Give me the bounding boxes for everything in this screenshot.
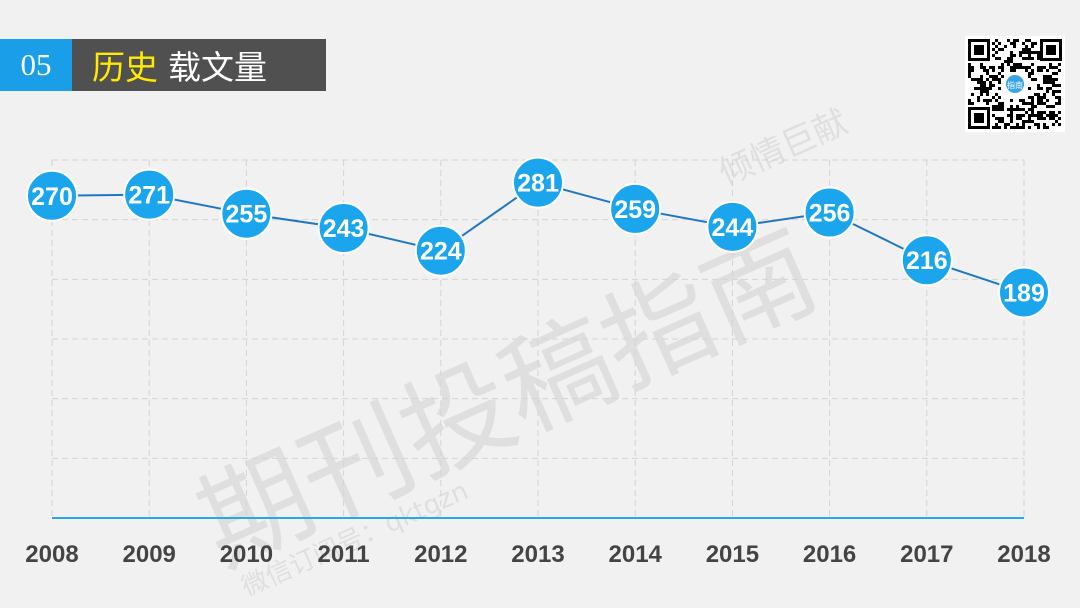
data-marker [900,234,953,287]
data-marker [123,168,176,221]
qr-center-label: 指南 [1007,80,1023,90]
data-label: 270 [31,183,73,211]
x-tick-label: 2015 [706,541,759,568]
data-point: 216 [900,234,953,287]
section-title: 历史 载文量 [72,39,326,91]
data-point: 256 [803,186,856,239]
data-marker [512,156,564,209]
data-point: 243 [317,202,370,255]
data-marker [26,169,78,222]
qr-code-icon: 指南 [965,36,1065,132]
x-tick-label: 2014 [609,541,663,568]
data-label: 259 [614,196,656,224]
data-label: 189 [1003,279,1045,307]
x-tick-label: 2012 [414,541,467,568]
data-point: 259 [609,182,662,235]
data-label: 216 [906,247,948,275]
data-point: 244 [706,200,759,253]
data-marker [803,186,856,239]
data-label: 244 [712,214,754,242]
x-tick-label: 2016 [803,541,856,568]
section-header: 05 历史 载文量 [0,39,326,91]
x-tick-label: 2010 [220,541,273,568]
x-tick-label: 2008 [25,541,78,568]
data-marker [317,202,370,255]
data-marker [414,224,467,277]
qr-modules [968,39,1061,129]
x-tick-labels: 2008 2009 2010 2011 2012 2013 2014 2015 2016 2017… [25,541,1050,568]
data-label: 256 [809,200,851,228]
x-tick-label: 2009 [123,541,176,568]
data-label: 224 [420,238,462,266]
data-point: 189 [998,266,1050,319]
title-rest: 载文量 [168,48,267,87]
data-label: 281 [517,170,559,198]
data-point: 270 [26,169,78,222]
data-label: 243 [323,215,365,243]
title-highlight: 历史 [92,48,158,87]
data-point: 224 [414,224,467,277]
data-point: 255 [220,187,273,240]
data-point: 271 [123,168,176,221]
data-marker [706,200,759,253]
data-label: 271 [128,182,170,210]
data-label: 255 [226,201,268,229]
x-tick-label: 2011 [318,541,370,568]
section-number: 05 [0,39,72,91]
data-marker [609,182,662,235]
x-tick-label: 2017 [900,541,953,568]
data-point: 281 [512,156,564,209]
data-points: 270 271 255 243 224 281 259 244 256 216 189 [26,156,1050,319]
chart-grid [51,159,1025,519]
x-tick-label: 2018 [997,541,1050,568]
data-marker [220,187,273,240]
x-tick-label: 2013 [511,541,564,568]
data-marker [998,266,1050,319]
